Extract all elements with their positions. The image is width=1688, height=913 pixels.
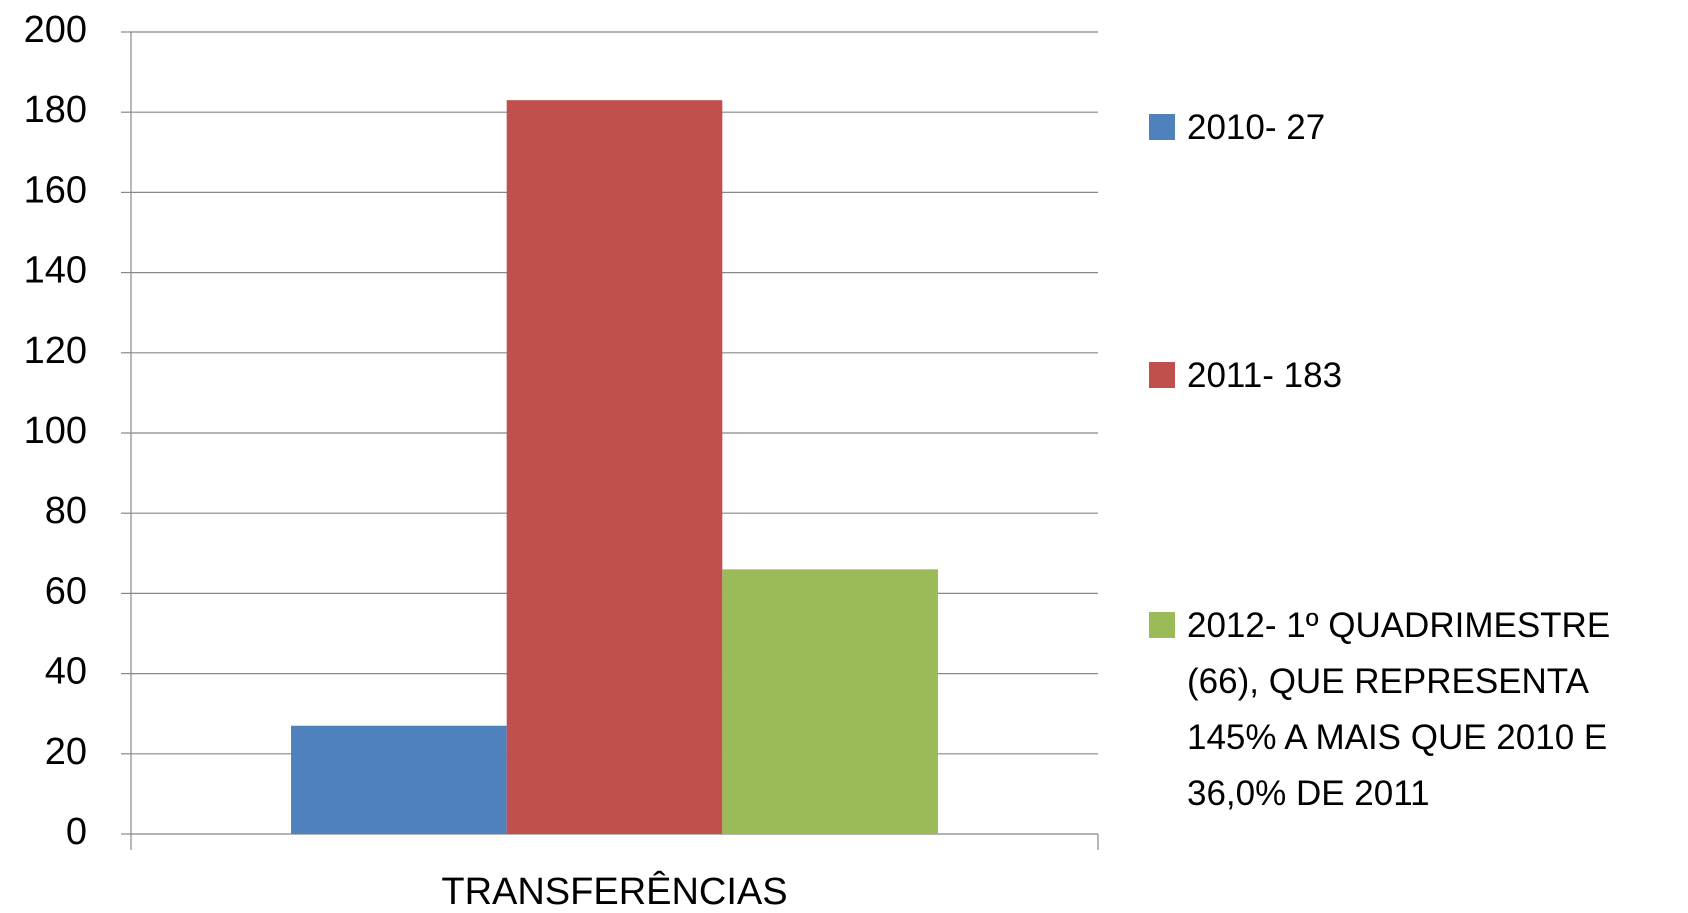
y-tick-label: 20 [45, 731, 87, 773]
legend-swatch [1149, 362, 1175, 388]
bar [722, 569, 938, 834]
y-tick-label: 140 [24, 250, 87, 292]
y-tick-label: 40 [45, 651, 87, 693]
x-tick-label: TRANSFERÊNCIAS [441, 870, 787, 913]
y-tick-label: 0 [66, 811, 87, 853]
legend-swatch [1149, 114, 1175, 140]
bar [291, 725, 507, 834]
legend-label: 2011- 183 [1187, 356, 1343, 395]
legend-swatch [1149, 612, 1175, 638]
legend-entry: 2010- 27 [1149, 100, 1679, 156]
y-tick-label: 100 [24, 410, 87, 452]
legend-label: 2012- 1º QUADRIMESTRE (66), QUE REPRESEN… [1187, 606, 1611, 813]
y-tick-label: 120 [24, 330, 87, 372]
y-tick-label: 60 [45, 570, 87, 612]
legend-entry: 2012- 1º QUADRIMESTRE (66), QUE REPRESEN… [1149, 598, 1679, 822]
y-tick-label: 180 [24, 89, 87, 131]
y-tick-label: 160 [24, 169, 87, 211]
bar [506, 100, 723, 835]
legend-entry: 2011- 183 [1149, 348, 1679, 404]
y-tick-label: 200 [24, 9, 87, 51]
y-tick-label: 80 [45, 490, 87, 532]
legend-label: 2010- 27 [1187, 108, 1326, 147]
